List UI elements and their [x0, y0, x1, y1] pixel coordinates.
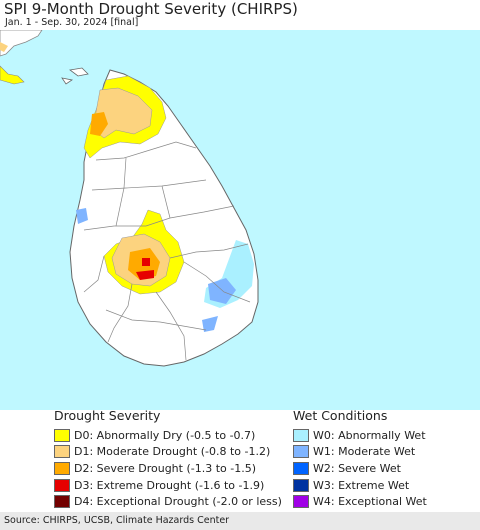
- legend-item-d3: D3: Extreme Drought (-1.6 to -1.9): [54, 477, 282, 494]
- wet-legend: Wet Conditions W0: Abnormally Wet W1: Mo…: [293, 408, 427, 510]
- legend-item-d1: D1: Moderate Drought (-0.8 to -1.2): [54, 444, 282, 461]
- swatch-w2: [293, 461, 309, 475]
- swatch-w3: [293, 478, 309, 492]
- drought-legend-heading: Drought Severity: [54, 408, 161, 423]
- india-dry-patch-2: [0, 42, 8, 52]
- legend-item-w3: W3: Extreme Wet: [293, 477, 427, 494]
- legend-label-w1: W1: Moderate Wet: [313, 445, 416, 459]
- swatch-w4: [293, 495, 309, 509]
- drought-map: [0, 30, 480, 410]
- legend-label-w0: W0: Abnormally Wet: [313, 428, 426, 442]
- legend-label-d1: D1: Moderate Drought (-0.8 to -1.2): [74, 445, 271, 459]
- east-wet-w1: [202, 278, 236, 332]
- legend-label-w2: W2: Severe Wet: [313, 461, 401, 475]
- legend-item-w1: W1: Moderate Wet: [293, 444, 427, 461]
- district-boundaries: [83, 141, 251, 361]
- swatch-d4: [54, 495, 70, 509]
- swatch-d3: [54, 478, 70, 492]
- wet-legend-heading: Wet Conditions: [293, 408, 388, 423]
- swatch-w1: [293, 445, 309, 459]
- map-subtitle: Jan. 1 - Sep. 30, 2024 [final]: [5, 17, 139, 28]
- india-coast: [0, 30, 43, 57]
- legend-label-d0: D0: Abnormally Dry (-0.5 to -0.7): [74, 428, 256, 442]
- legend-label-w4: W4: Exceptional Wet: [313, 495, 427, 509]
- india-dry-patch: [0, 65, 25, 85]
- swatch-w0: [293, 428, 309, 442]
- jaffna-islands: [61, 67, 89, 85]
- swatch-d1: [54, 445, 70, 459]
- legend-label-d2: D2: Severe Drought (-1.3 to -1.5): [74, 461, 257, 475]
- legend-label-w3: W3: Extreme Wet: [313, 478, 410, 492]
- north-drought-d2: [90, 112, 108, 136]
- swatch-d2: [54, 461, 70, 475]
- central-drought-d3: [136, 258, 154, 280]
- legend-item-d4: D4: Exceptional Drought (-2.0 or less): [54, 493, 282, 510]
- west-wet-w1: [76, 208, 88, 224]
- drought-legend: Drought Severity D0: Abnormally Dry (-0.…: [54, 408, 282, 510]
- legend-label-d3: D3: Extreme Drought (-1.6 to -1.9): [74, 478, 265, 492]
- legend-item-d2: D2: Severe Drought (-1.3 to -1.5): [54, 460, 282, 477]
- map-title: SPI 9-Month Drought Severity (CHIRPS): [4, 0, 298, 18]
- source-text: Source: CHIRPS, UCSB, Climate Hazards Ce…: [4, 515, 230, 526]
- legend-item-w0: W0: Abnormally Wet: [293, 427, 427, 444]
- swatch-d0: [54, 428, 70, 442]
- legend-label-d4: D4: Exceptional Drought (-2.0 or less): [74, 495, 282, 509]
- source-footer: Source: CHIRPS, UCSB, Climate Hazards Ce…: [0, 512, 480, 530]
- legend-item-d0: D0: Abnormally Dry (-0.5 to -0.7): [54, 427, 282, 444]
- legend-item-w4: W4: Exceptional Wet: [293, 493, 427, 510]
- legend-item-w2: W2: Severe Wet: [293, 460, 427, 477]
